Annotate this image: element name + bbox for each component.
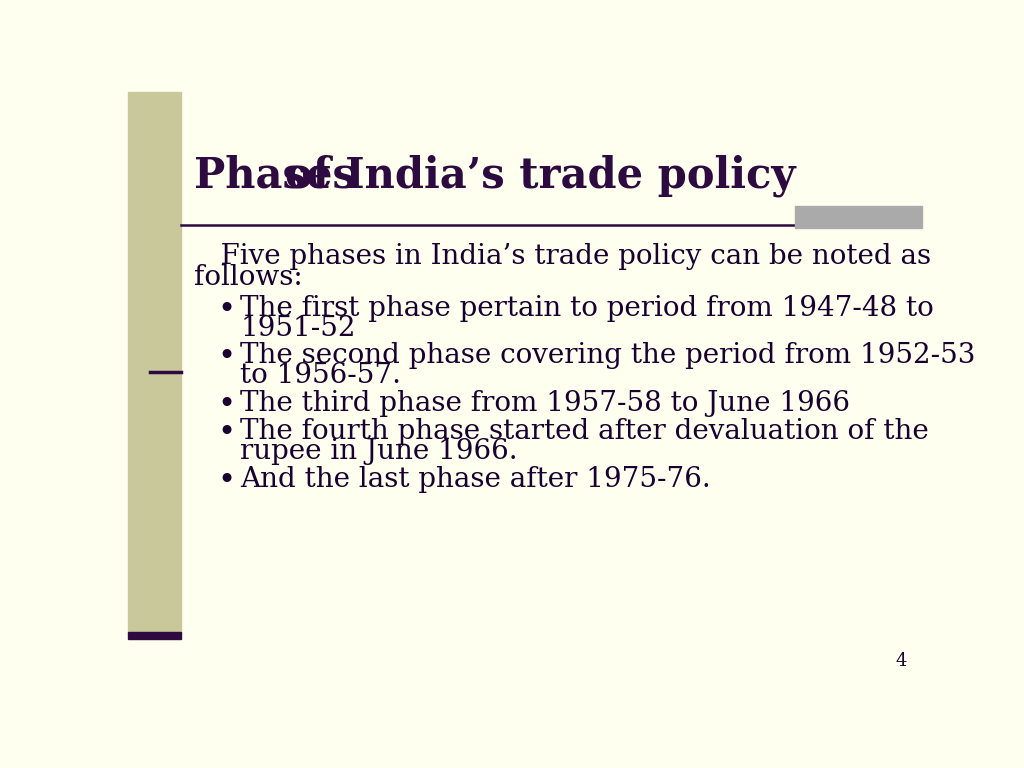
Text: The first phase pertain to period from 1947-48 to: The first phase pertain to period from 1… [241,295,934,322]
Text: to 1956-57.: to 1956-57. [241,362,401,389]
Bar [128,632,180,639]
Text: •: • [217,390,236,421]
Text: •: • [217,343,236,373]
Text: •: • [217,295,236,326]
Bar [795,206,922,227]
Text: 4: 4 [896,652,907,670]
Text: The fourth phase started after devaluation of the: The fourth phase started after devaluati… [241,418,929,445]
Text: of India’s trade policy: of India’s trade policy [286,154,796,197]
Bar [128,92,180,634]
Text: Five phases in India’s trade policy can be noted as: Five phases in India’s trade policy can … [194,243,931,270]
Text: The second phase covering the period from 1952-53: The second phase covering the period fro… [241,343,976,369]
Text: •: • [217,465,236,497]
Text: rupee in June 1966.: rupee in June 1966. [241,438,518,465]
Text: 1951-52: 1951-52 [241,315,356,342]
Text: And the last phase after 1975-76.: And the last phase after 1975-76. [241,465,711,492]
Text: Phases: Phases [194,154,356,197]
Text: •: • [217,418,236,449]
Text: follows:: follows: [194,264,303,291]
Text: The third phase from 1957-58 to June 1966: The third phase from 1957-58 to June 196… [241,390,850,417]
